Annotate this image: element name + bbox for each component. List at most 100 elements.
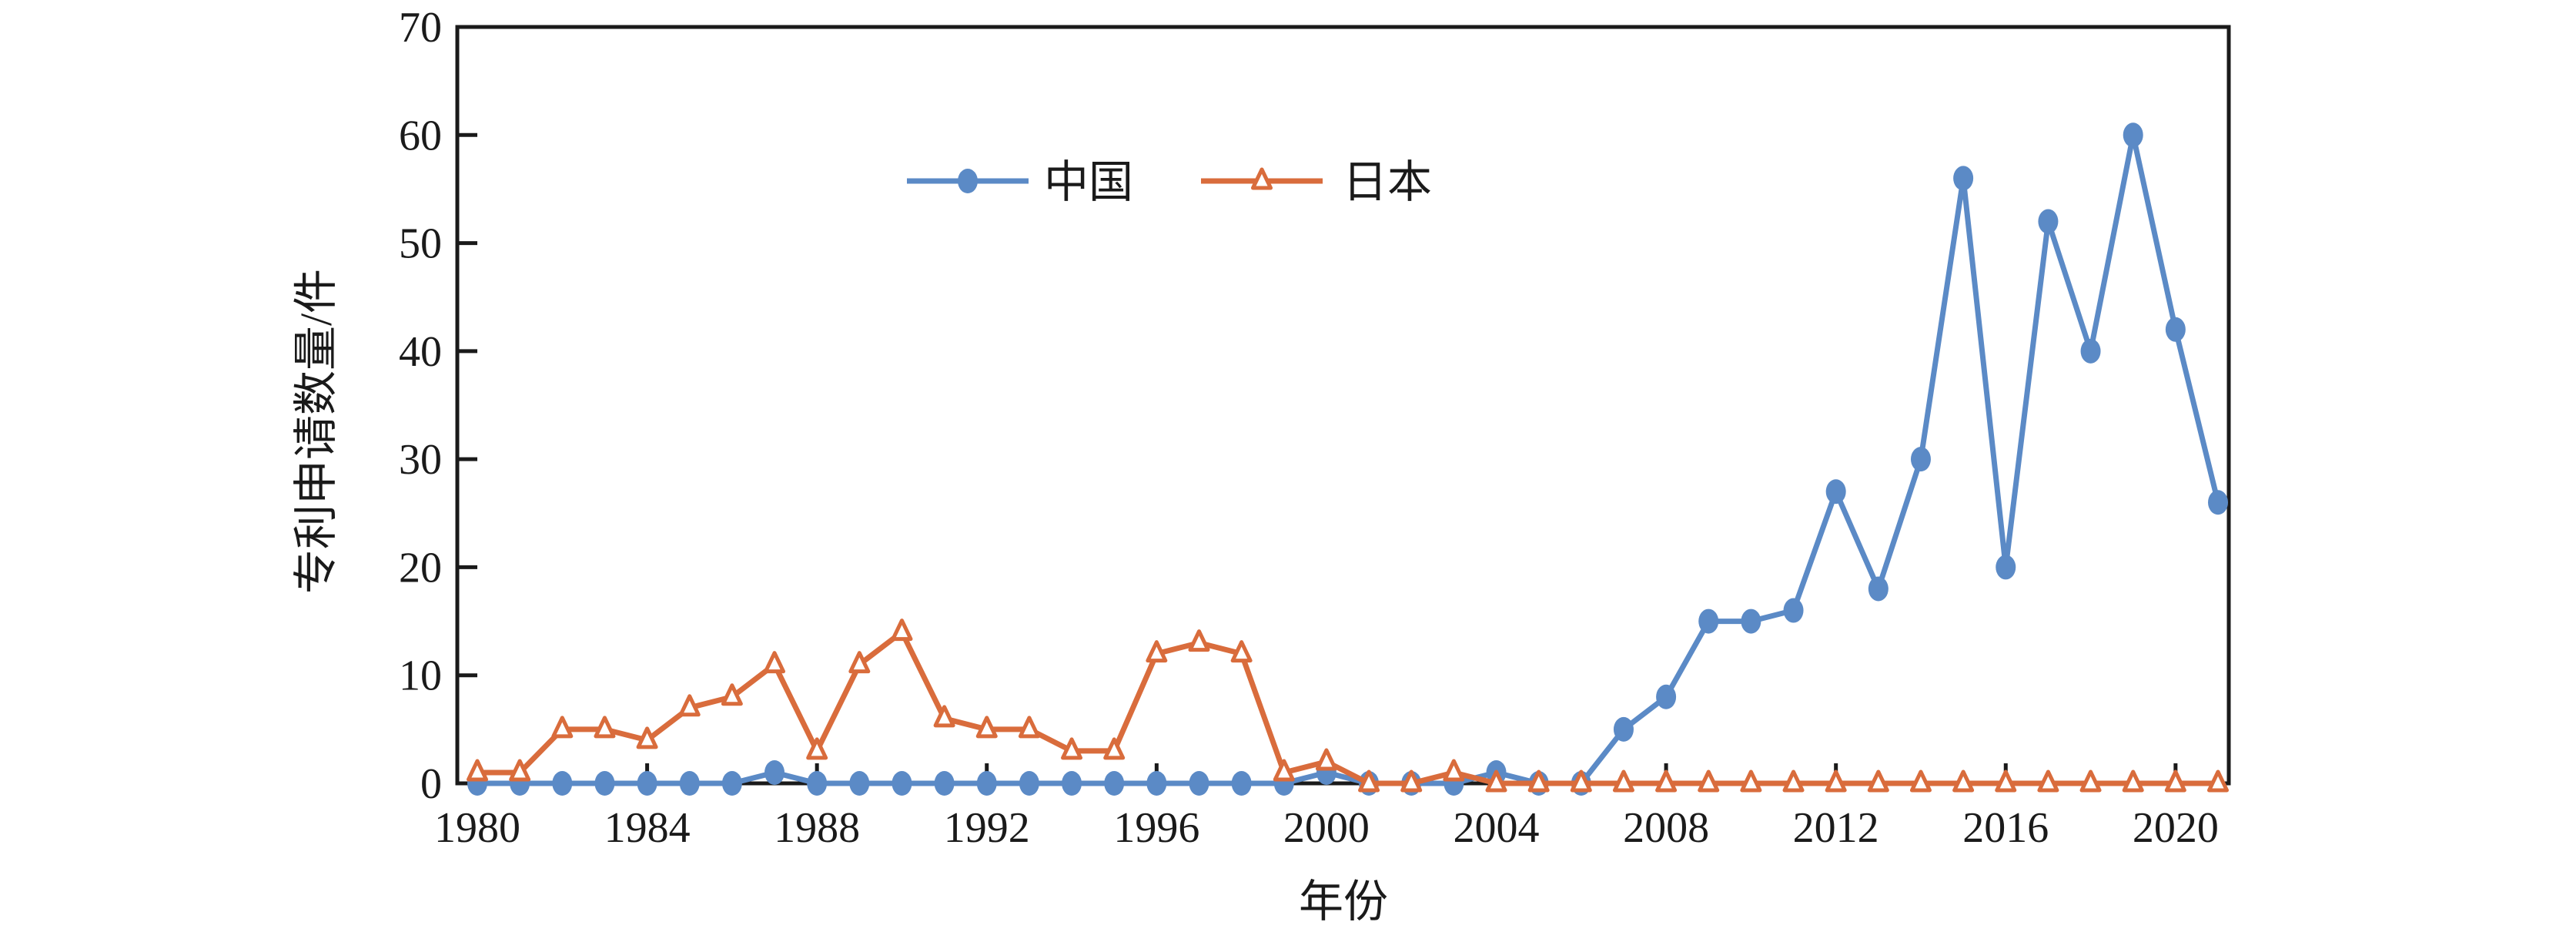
- japan-data-point: [1782, 769, 1805, 793]
- japan-data-point: [467, 759, 488, 782]
- y-tick-label: 10: [399, 652, 442, 700]
- china-data-point: [1953, 166, 1974, 191]
- japan-data-point: [721, 683, 743, 706]
- japan-data-point: [1655, 769, 1678, 793]
- china-data-point: [1189, 771, 1209, 796]
- japan-data-point: [2164, 769, 2186, 793]
- china-data-point: [1868, 576, 1889, 602]
- legend-japan-marker: [1251, 167, 1273, 190]
- japan-data-point: [1273, 759, 1295, 782]
- china-data-point: [892, 771, 912, 796]
- y-tick-label: 20: [399, 544, 442, 592]
- legend-china-marker: [958, 169, 978, 193]
- japan-data-point: [933, 705, 955, 728]
- china-data-point: [552, 771, 573, 796]
- legend: 中国 日本: [907, 157, 1432, 207]
- china-data-point: [594, 771, 615, 796]
- japan-data-point: [636, 726, 658, 749]
- plot-border: [455, 25, 2231, 786]
- china-data-point: [1825, 479, 1846, 505]
- japan-data-point: [1740, 769, 1762, 793]
- japan-data-point: [594, 716, 616, 739]
- china-data-point: [2123, 122, 2143, 148]
- x-tick-label: 2012: [1793, 804, 1879, 852]
- japan-data-point: [848, 651, 871, 674]
- china-data-point: [2208, 490, 2228, 515]
- japan-data-point: [1103, 737, 1126, 760]
- japan-data-point: [1867, 769, 1889, 793]
- china-data-point: [976, 771, 997, 796]
- china-data-point: [1741, 608, 1761, 634]
- x-tick-label: 2004: [1454, 804, 1540, 852]
- japan-data-point: [1018, 716, 1040, 739]
- japan-data-point: [509, 759, 531, 782]
- japan-data-point: [2037, 769, 2059, 793]
- japan-data-point: [1952, 769, 1975, 793]
- japan-data-point: [1188, 629, 1210, 652]
- japan-data-point: [1825, 769, 1847, 793]
- japan-data-point: [1061, 737, 1083, 760]
- china-line: [477, 132, 2221, 786]
- japan-data-point: [1485, 769, 1507, 793]
- x-tick-label: 1996: [1113, 804, 1199, 852]
- china-data-point: [2165, 317, 2186, 342]
- y-tick-label: 40: [399, 328, 442, 376]
- x-tick-label: 2008: [1623, 804, 1709, 852]
- japan-data-point: [1570, 769, 1592, 793]
- series-japan: [467, 619, 2229, 793]
- china-data-point: [1019, 771, 1039, 796]
- japan-data-point: [1315, 748, 1337, 771]
- china-data-point: [807, 771, 828, 796]
- china-data-point: [934, 771, 955, 796]
- japan-data-point: [806, 737, 828, 760]
- y-tick-label: 60: [399, 112, 442, 159]
- china-data-point: [1656, 684, 1677, 709]
- china-data-point: [1910, 447, 1931, 472]
- japan-data-point: [1995, 769, 2017, 793]
- china-data-point: [764, 759, 785, 785]
- japan-data-point: [1443, 759, 1465, 782]
- japan-data-point: [1698, 769, 1720, 793]
- japan-data-point: [891, 619, 913, 642]
- china-data-point: [1996, 555, 2016, 580]
- japan-data-point: [1527, 769, 1550, 793]
- china-data-point: [1146, 771, 1167, 796]
- china-data-point: [1231, 771, 1252, 796]
- china-data-point: [2038, 209, 2059, 234]
- japan-data-point: [1612, 769, 1634, 793]
- y-tick-label: 50: [399, 220, 442, 268]
- japan-data-point: [678, 694, 701, 717]
- japan-data-point: [1230, 640, 1253, 663]
- x-tick-label: 1980: [434, 804, 520, 852]
- x-tick-label: 1984: [604, 804, 691, 852]
- japan-data-point: [1909, 769, 1932, 793]
- china-data-point: [1783, 598, 1804, 623]
- china-data-point: [679, 771, 700, 796]
- china-data-point: [2080, 338, 2101, 364]
- x-tick-label: 1992: [944, 804, 1030, 852]
- japan-data-point: [1358, 769, 1380, 793]
- y-tick-label: 30: [399, 436, 442, 484]
- japan-data-point: [1146, 640, 1168, 663]
- japan-data-point: [1400, 769, 1423, 793]
- legend-china-label: 中国: [1044, 157, 1133, 207]
- japan-line: [477, 629, 2218, 786]
- x-tick-label: 2020: [2133, 804, 2219, 852]
- china-data-point: [1104, 771, 1125, 796]
- china-data-point: [637, 771, 657, 796]
- series-china: [467, 122, 2228, 796]
- china-data-point: [721, 771, 742, 796]
- japan-data-point: [764, 651, 786, 674]
- japan-data-point: [551, 716, 574, 739]
- y-tick-label: 0: [420, 760, 442, 808]
- china-data-point: [1698, 608, 1719, 634]
- x-tick-label: 2000: [1283, 804, 1370, 852]
- x-axis-title: 年份: [1299, 877, 1388, 927]
- china-data-point: [849, 771, 870, 796]
- y-axis-title: 专利申请数量/件: [291, 269, 341, 594]
- japan-data-point: [2207, 769, 2229, 793]
- japan-data-point: [2122, 769, 2144, 793]
- japan-data-point: [2079, 769, 2102, 793]
